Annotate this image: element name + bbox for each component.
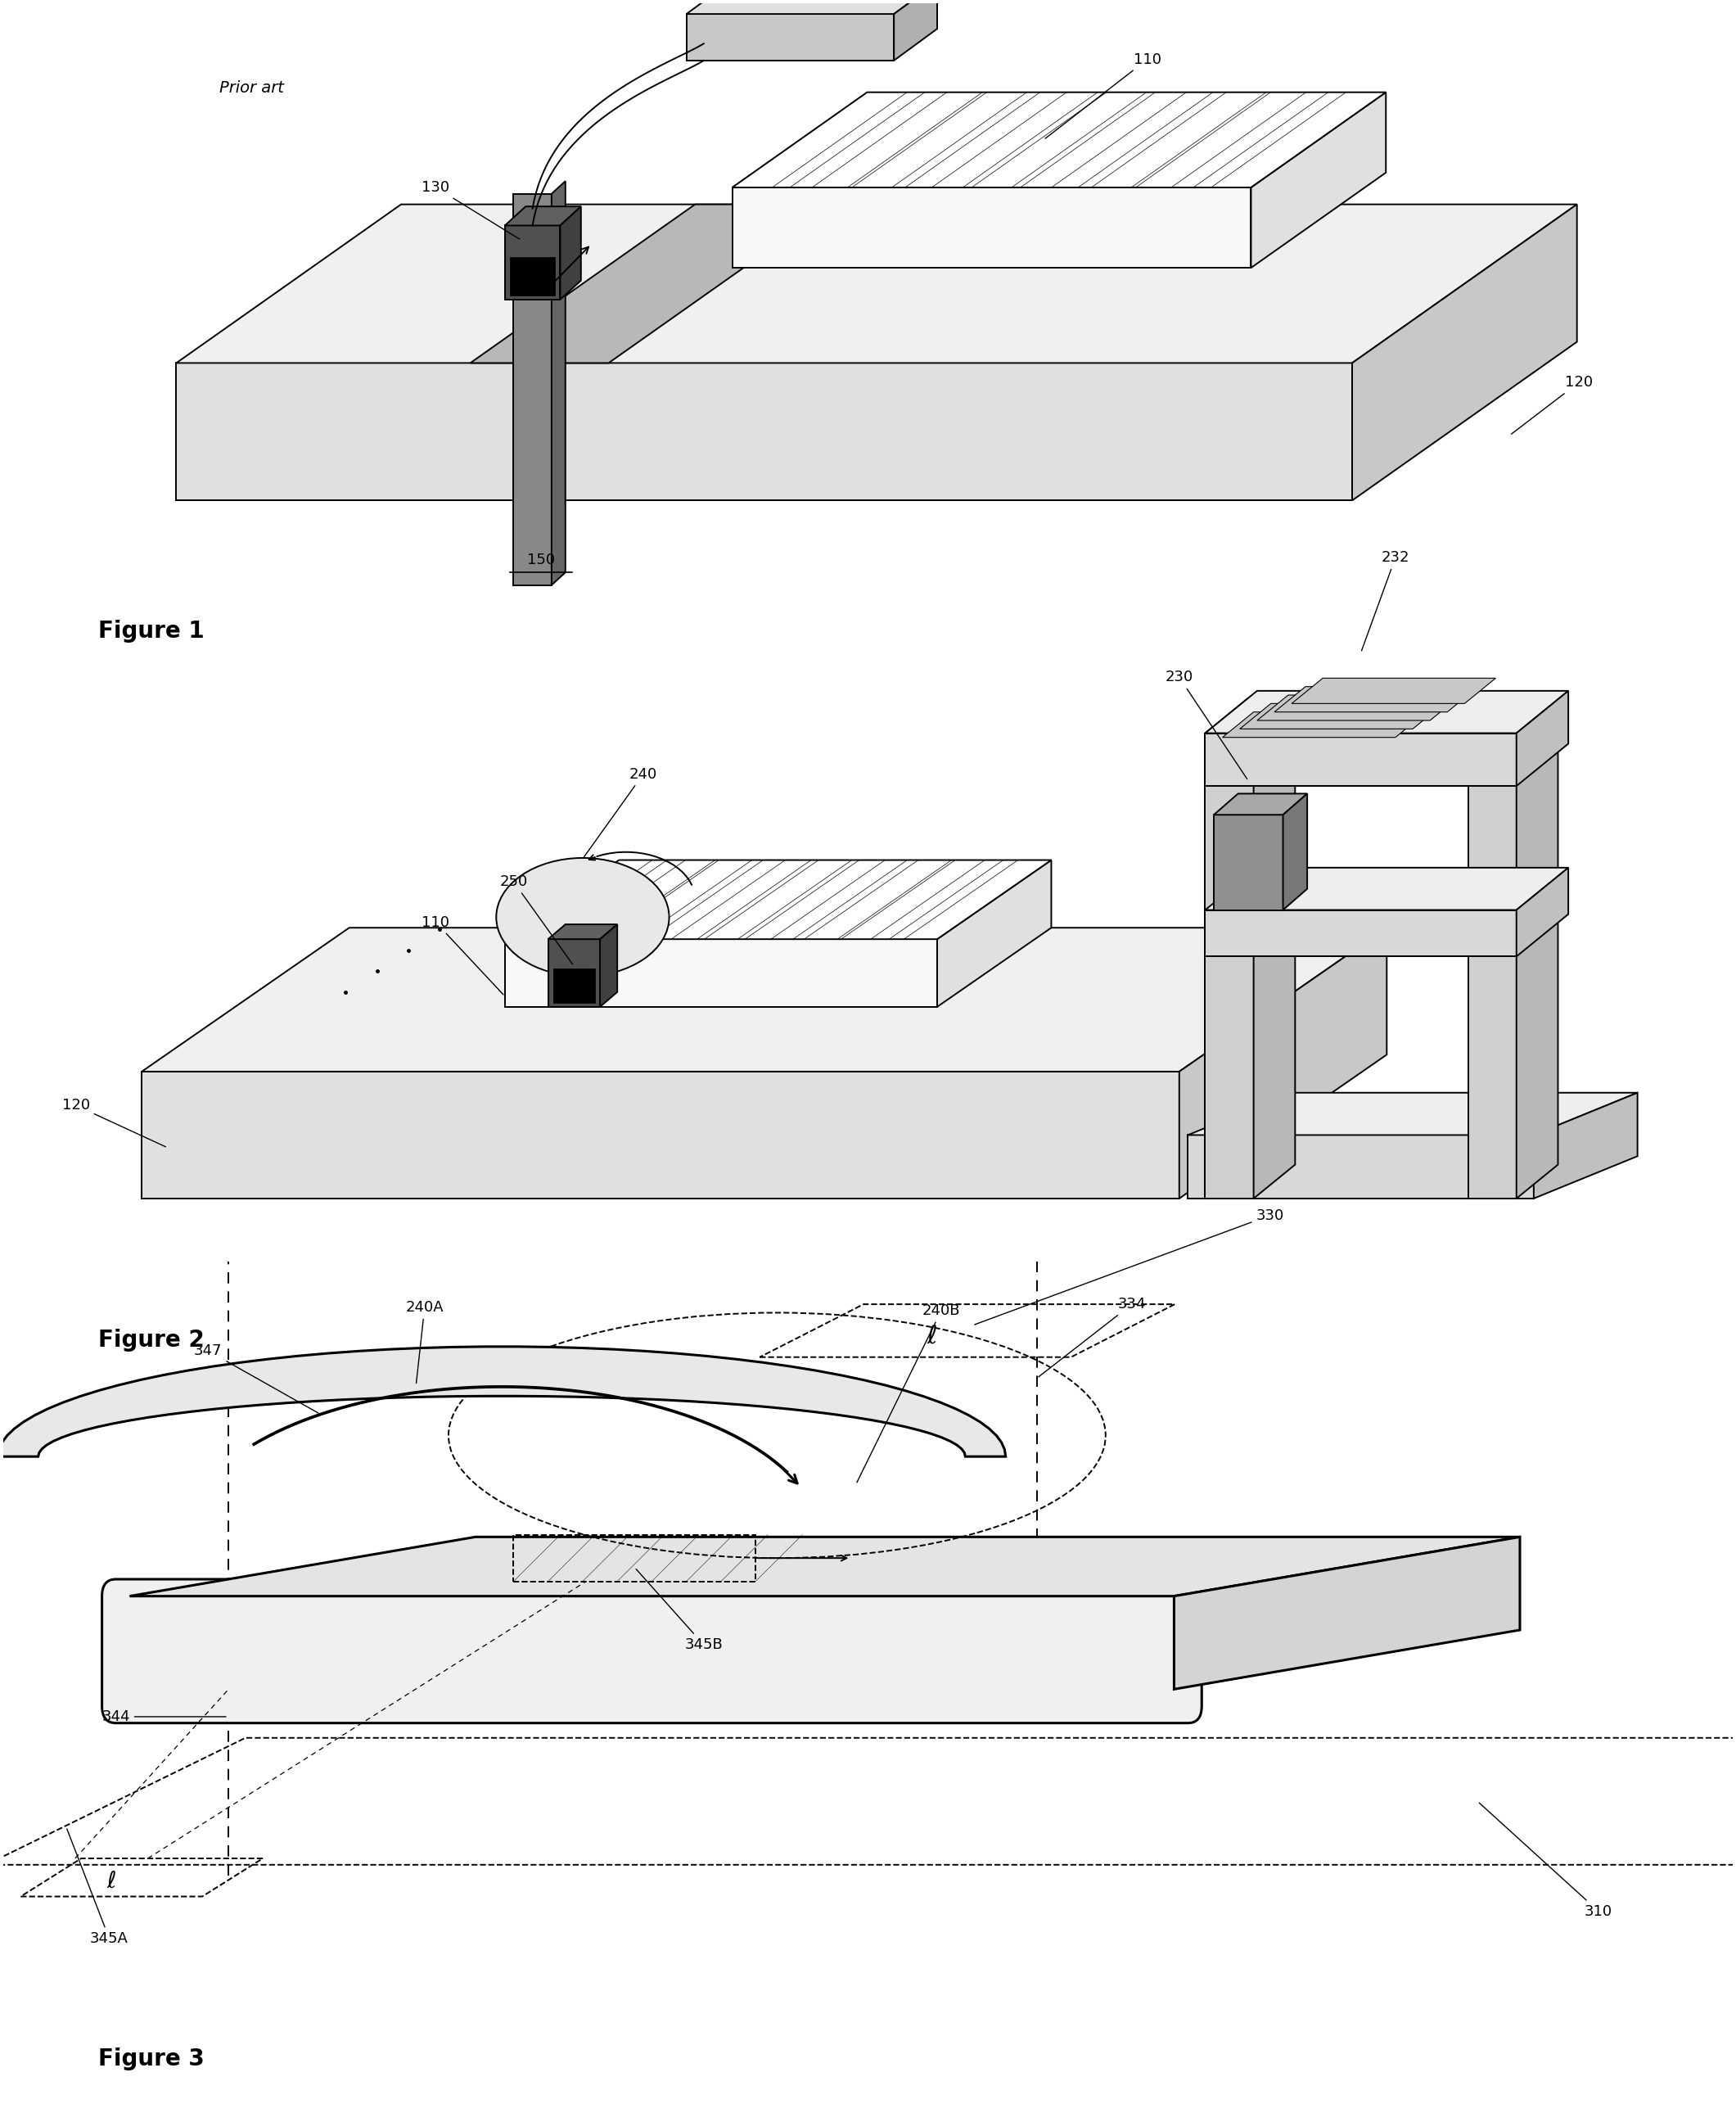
Polygon shape (1213, 815, 1283, 910)
Polygon shape (0, 1347, 1005, 1456)
Polygon shape (1205, 732, 1253, 1199)
Polygon shape (1205, 868, 1568, 910)
Polygon shape (1352, 204, 1576, 501)
Polygon shape (1187, 1093, 1637, 1135)
Text: 334: 334 (1038, 1297, 1146, 1377)
Text: 110: 110 (1045, 53, 1161, 138)
Polygon shape (1213, 794, 1307, 815)
Polygon shape (1517, 700, 1557, 1199)
Text: 230: 230 (1165, 671, 1246, 779)
Polygon shape (937, 859, 1052, 1006)
Polygon shape (1257, 696, 1462, 721)
Polygon shape (1240, 705, 1444, 730)
Text: 345B: 345B (635, 1568, 722, 1653)
Polygon shape (894, 0, 937, 62)
Polygon shape (1533, 1093, 1637, 1199)
Bar (554, 970, 595, 1002)
Text: Figure 2: Figure 2 (99, 1328, 205, 1352)
Polygon shape (686, 0, 937, 15)
FancyBboxPatch shape (102, 1579, 1201, 1723)
Polygon shape (1469, 700, 1557, 732)
Polygon shape (1205, 732, 1517, 785)
Ellipse shape (496, 857, 668, 976)
Text: 110: 110 (422, 915, 503, 995)
Polygon shape (177, 204, 1576, 363)
Polygon shape (549, 940, 601, 1006)
Polygon shape (686, 15, 894, 62)
Text: $\mathit{\ell}$: $\mathit{\ell}$ (927, 1324, 937, 1347)
Text: 240: 240 (583, 766, 658, 857)
Polygon shape (1253, 700, 1295, 1199)
Text: 120: 120 (1512, 376, 1592, 435)
Polygon shape (505, 206, 582, 225)
Text: $\mathit{\ell}$: $\mathit{\ell}$ (106, 1869, 116, 1893)
Text: 130: 130 (422, 180, 519, 240)
Polygon shape (177, 363, 1352, 501)
Polygon shape (130, 1536, 1521, 1596)
Polygon shape (142, 927, 1387, 1072)
Polygon shape (1274, 688, 1479, 713)
Text: 150: 150 (528, 552, 556, 567)
Text: 250: 250 (500, 874, 573, 963)
Polygon shape (561, 206, 582, 299)
Polygon shape (1205, 910, 1517, 957)
Polygon shape (1292, 679, 1496, 705)
Text: Figure 1: Figure 1 (99, 620, 205, 643)
Polygon shape (1517, 692, 1568, 785)
Polygon shape (733, 91, 1385, 187)
Text: Prior art: Prior art (219, 81, 285, 95)
Text: 232: 232 (1361, 550, 1410, 651)
Text: 310: 310 (1479, 1804, 1613, 1918)
Polygon shape (514, 193, 552, 586)
Polygon shape (470, 204, 833, 363)
Text: 347: 347 (194, 1343, 319, 1413)
Bar (510, 257, 556, 295)
Polygon shape (733, 187, 1252, 267)
Polygon shape (552, 180, 566, 586)
Polygon shape (601, 925, 618, 1006)
Text: 240B: 240B (858, 1303, 960, 1483)
Polygon shape (142, 1072, 1179, 1199)
Text: 240A: 240A (406, 1301, 444, 1384)
Polygon shape (505, 225, 561, 299)
Polygon shape (1222, 713, 1427, 736)
Polygon shape (1469, 732, 1517, 1199)
Polygon shape (1179, 927, 1387, 1199)
Polygon shape (505, 940, 937, 1006)
Polygon shape (1283, 794, 1307, 910)
Polygon shape (1174, 1536, 1521, 1689)
Polygon shape (1517, 868, 1568, 957)
Polygon shape (1205, 700, 1295, 732)
Polygon shape (549, 925, 618, 940)
Text: Figure 3: Figure 3 (99, 2048, 205, 2071)
Text: 330: 330 (974, 1207, 1285, 1324)
Polygon shape (505, 859, 1052, 940)
Text: 344: 344 (102, 1710, 226, 1723)
Text: 345A: 345A (68, 1829, 128, 1946)
Polygon shape (1187, 1135, 1533, 1199)
Polygon shape (1252, 91, 1385, 267)
Polygon shape (1205, 692, 1568, 732)
Text: 120: 120 (62, 1097, 165, 1146)
